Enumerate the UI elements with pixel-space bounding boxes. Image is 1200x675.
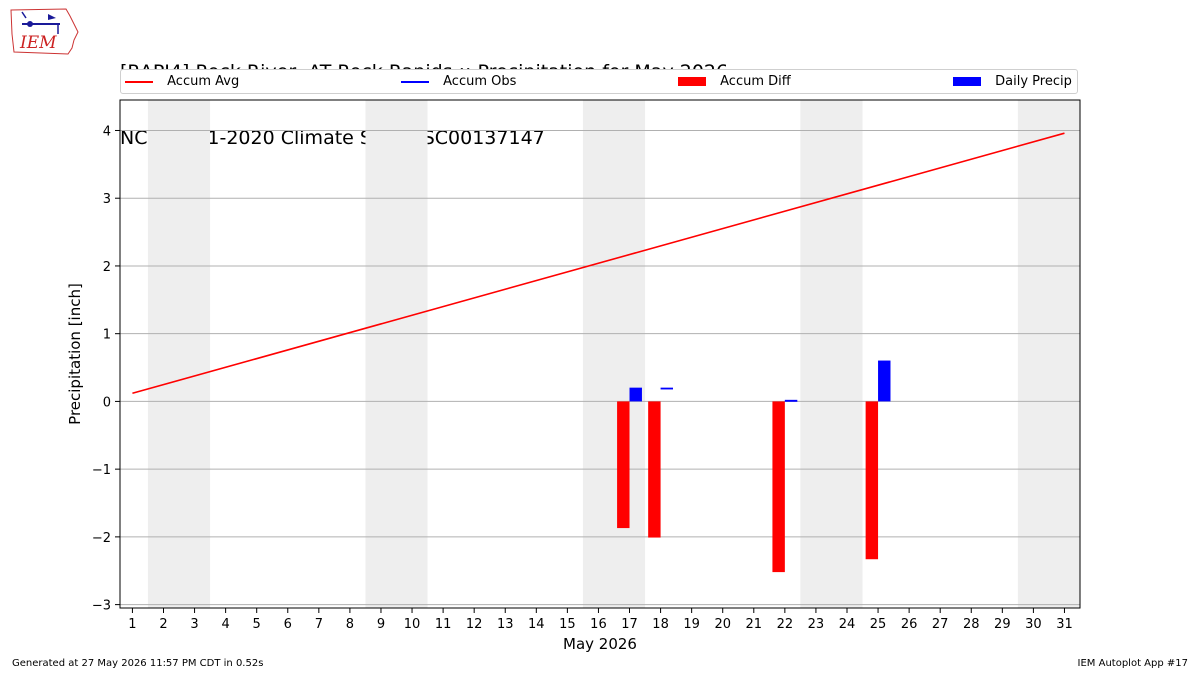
x-tick-label: 16 — [590, 617, 607, 632]
y-tick-label: 1 — [103, 328, 111, 343]
x-tick-label: 25 — [870, 617, 887, 632]
gridlines — [120, 129, 1080, 606]
accum-diff-bar — [648, 401, 661, 538]
y-axis: −3 −2 −1 0 1 2 3 4 — [92, 124, 120, 614]
logo-text: IEM — [19, 33, 57, 53]
accum-avg-line — [132, 132, 1065, 395]
x-tick-label: 4 — [221, 617, 229, 632]
x-tick-label: 1 — [128, 617, 136, 632]
legend-swatch-accum-obs — [401, 80, 429, 83]
x-tick-label: 6 — [284, 617, 292, 632]
x-tick-label: 21 — [746, 617, 763, 632]
x-tick-label: 10 — [404, 617, 421, 632]
footer-app: IEM Autoplot App #17 — [1077, 658, 1188, 669]
x-tick-label: 27 — [932, 617, 949, 632]
chart-legend: Accum Avg Accum Obs Accum Diff Daily Pre… — [120, 69, 1078, 94]
legend-swatch-daily-precip — [953, 77, 981, 86]
legend-label-accum-diff: Accum Diff — [720, 74, 791, 89]
y-tick-label: −2 — [92, 531, 111, 546]
iem-logo: IEM — [10, 8, 79, 55]
y-tick-label: 2 — [103, 260, 111, 275]
weekend-band — [365, 100, 428, 608]
legend-swatch-accum-avg — [125, 80, 153, 83]
x-tick-label: 14 — [528, 617, 545, 632]
x-tick-label: 26 — [901, 617, 918, 632]
x-tick-label: 30 — [1025, 617, 1042, 632]
y-tick-label: −1 — [92, 463, 111, 478]
x-tick-label: 11 — [435, 617, 452, 632]
x-tick-label: 20 — [714, 617, 731, 632]
x-tick-label: 2 — [159, 617, 167, 632]
daily-precip-bar — [629, 388, 642, 402]
legend-label-daily-precip: Daily Precip — [995, 74, 1072, 89]
x-axis: 1 2 3 4 5 6 7 8 9 10 11 12 13 14 15 16 17 18 19 20 21 22 23 24 2… — [128, 608, 1073, 632]
legend-item-accum-avg: Accum Avg — [125, 74, 239, 90]
x-tick-label: 18 — [652, 617, 669, 632]
lines — [132, 132, 1065, 402]
legend-item-accum-diff: Accum Diff — [678, 74, 791, 90]
x-tick-label: 23 — [808, 617, 825, 632]
bars — [617, 361, 891, 573]
x-tick-label: 17 — [621, 617, 638, 632]
y-tick-label: 0 — [103, 395, 111, 410]
x-tick-label: 13 — [497, 617, 514, 632]
legend-label-accum-avg: Accum Avg — [167, 74, 240, 89]
x-tick-label: 3 — [190, 617, 198, 632]
y-tick-label: 3 — [103, 192, 111, 207]
x-tick-label: 19 — [683, 617, 700, 632]
footer-generated: Generated at 27 May 2026 11:57 PM CDT in… — [12, 658, 264, 669]
x-tick-label: 15 — [559, 617, 576, 632]
x-tick-label: 24 — [839, 617, 856, 632]
legend-swatch-accum-diff — [678, 77, 706, 86]
iowa-state-outline — [10, 8, 79, 55]
accum-diff-bar — [772, 401, 785, 573]
weekend-band — [1017, 100, 1080, 608]
x-tick-label: 12 — [466, 617, 483, 632]
x-tick-label: 29 — [994, 617, 1011, 632]
x-tick-label: 7 — [315, 617, 323, 632]
x-axis-label: May 2026 — [563, 635, 637, 653]
y-tick-label: 4 — [103, 124, 111, 139]
legend-label-accum-obs: Accum Obs — [443, 74, 517, 89]
accum-diff-bar — [865, 401, 879, 560]
weekend-band — [582, 100, 646, 608]
daily-precip-bar — [878, 361, 891, 402]
y-tick-label: −3 — [92, 599, 111, 614]
legend-item-accum-obs: Accum Obs — [401, 74, 516, 90]
x-tick-label: 22 — [777, 617, 794, 632]
weekend-band — [147, 100, 211, 608]
x-tick-label: 28 — [963, 617, 980, 632]
legend-item-daily-precip: Daily Precip — [953, 74, 1072, 90]
y-axis-label: Precipitation [inch] — [66, 283, 84, 425]
x-tick-label: 9 — [377, 617, 385, 632]
weekend-shading — [147, 100, 1080, 608]
weekend-band — [800, 100, 863, 608]
x-tick-label: 5 — [253, 617, 261, 632]
plot-frame — [119, 99, 1081, 609]
accum-diff-bar — [617, 401, 630, 529]
x-tick-label: 31 — [1056, 617, 1073, 632]
x-tick-label: 8 — [346, 617, 354, 632]
